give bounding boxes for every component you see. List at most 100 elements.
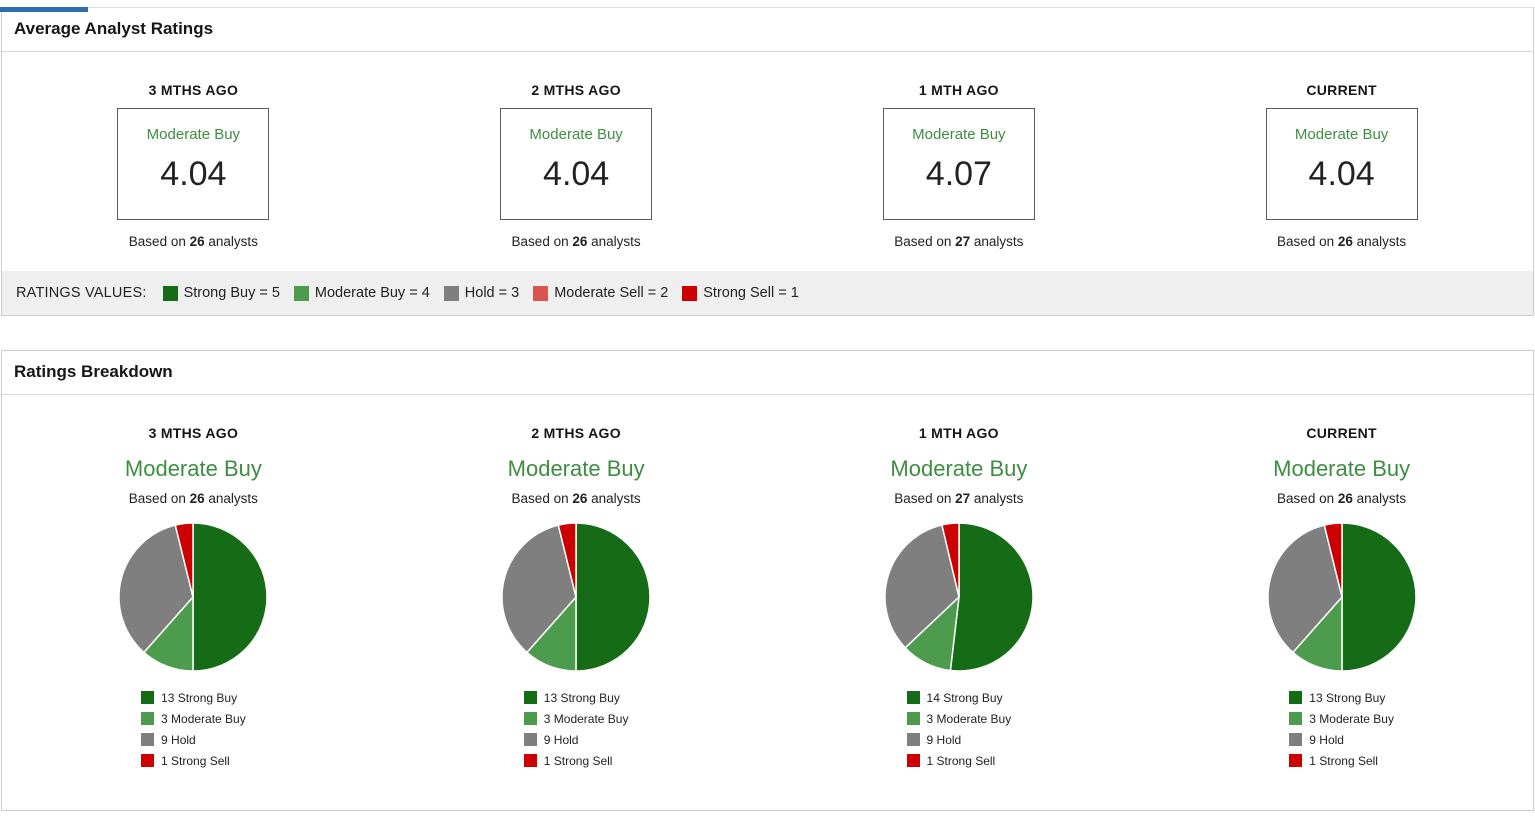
note-suffix: analysts — [208, 234, 258, 249]
analyst-count-note: Based on 27 analysts — [768, 234, 1151, 249]
ratings-pie-chart — [1266, 521, 1418, 673]
breakdown-column-3-mths-ago: 3 MTHS AGO Moderate Buy Based on 26 anal… — [2, 425, 385, 772]
rating-value: 4.04 — [160, 155, 227, 193]
pie-legend-label: 9 Hold — [161, 732, 196, 747]
note-prefix: Based on — [511, 491, 569, 506]
strong-sell-swatch — [682, 285, 698, 301]
analyst-count-note: Based on 26 analysts — [1150, 491, 1533, 506]
note-prefix: Based on — [1277, 234, 1335, 249]
note-prefix: Based on — [511, 234, 569, 249]
pie-legend: 13 Strong Buy 3 Moderate Buy 9 Hold 1 St… — [141, 687, 246, 771]
ratings-values-legend: RATINGS VALUES: Strong Buy = 5 Moderate … — [2, 271, 1533, 315]
pie-legend-row: 1 Strong Sell — [523, 750, 629, 771]
pie-legend-label: 9 Hold — [543, 732, 579, 747]
consensus-rating: Moderate Buy — [507, 456, 645, 481]
pie-legend-row: 3 Moderate Buy — [1289, 708, 1394, 729]
average-analyst-ratings-panel: Average Analyst Ratings 3 MTHS AGO Moder… — [1, 7, 1534, 316]
note-suffix: analysts — [1356, 234, 1407, 249]
period-label: CURRENT — [1306, 425, 1377, 441]
active-tab-accent-bar — [0, 7, 88, 12]
legend-item-label: Moderate Buy = 4 — [314, 285, 430, 301]
strong-sell-swatch — [523, 754, 537, 767]
ratings-pie-chart — [883, 521, 1035, 673]
rating-value: 4.04 — [1308, 155, 1375, 193]
ratings-values-label: RATINGS VALUES: — [16, 285, 147, 301]
legend-item-hold: Hold = 3 — [443, 285, 519, 301]
rating-box: Moderate Buy 4.04 — [500, 108, 653, 220]
analyst-count: 26 — [572, 491, 588, 506]
moderate-sell-swatch — [533, 285, 549, 301]
moderate-buy-swatch — [906, 712, 920, 725]
legend-item-label: Strong Buy = 5 — [183, 285, 280, 301]
pie-legend-label: 13 Strong Buy — [1309, 690, 1386, 705]
pie-legend-label: 3 Moderate Buy — [161, 711, 246, 726]
pie-legend-row: 9 Hold — [523, 729, 629, 750]
pie-legend: 13 Strong Buy 3 Moderate Buy 9 Hold 1 St… — [1289, 687, 1394, 771]
note-suffix: analysts — [591, 491, 641, 506]
pie-legend-row: 3 Moderate Buy — [906, 708, 1011, 729]
moderate-buy-swatch — [1289, 712, 1303, 725]
pie-legend-label: 13 Strong Buy — [161, 690, 238, 705]
pie-legend-row: 13 Strong Buy — [1289, 687, 1394, 708]
analyst-count: 27 — [955, 234, 971, 249]
pie-legend-row: 14 Strong Buy — [906, 687, 1012, 708]
period-label: 3 MTHS AGO — [148, 425, 239, 441]
note-suffix: analysts — [591, 234, 641, 249]
legend-item-label: Moderate Sell = 2 — [554, 285, 669, 301]
period-label: 2 MTHS AGO — [531, 425, 621, 441]
legend-item-moderate-buy: Moderate Buy = 4 — [293, 285, 430, 301]
period-label: 1 MTH AGO — [918, 425, 999, 441]
period-label: CURRENT — [1306, 82, 1377, 98]
pie-legend-label: 1 Strong Sell — [543, 753, 613, 768]
strong-sell-swatch — [906, 754, 920, 767]
strong-buy-swatch — [906, 691, 920, 704]
consensus-rating: Moderate Buy — [124, 456, 262, 481]
rating-box: Moderate Buy 4.04 — [117, 108, 270, 220]
moderate-buy-swatch — [141, 712, 155, 725]
pie-legend-row: 3 Moderate Buy — [523, 708, 628, 729]
period-column-2-mths-ago: 2 MTHS AGO Moderate Buy 4.04 Based on 26… — [385, 82, 768, 249]
consensus-rating: Moderate Buy — [912, 126, 1006, 143]
strong-sell-swatch — [141, 754, 155, 767]
pie-legend-row: 1 Strong Sell — [1289, 750, 1394, 771]
breakdown-column-2-mths-ago: 2 MTHS AGO Moderate Buy Based on 26 anal… — [385, 425, 768, 772]
rating-box: Moderate Buy 4.07 — [882, 108, 1035, 220]
pie-legend-label: 1 Strong Sell — [161, 753, 230, 768]
period-column-current: CURRENT Moderate Buy 4.04 Based on 26 an… — [1150, 82, 1533, 249]
pie-legend-label: 13 Strong Buy — [543, 690, 620, 705]
rating-value: 4.07 — [925, 155, 992, 193]
consensus-rating: Moderate Buy — [890, 456, 1028, 481]
legend-item-label: Strong Sell = 1 — [703, 285, 799, 301]
moderate-buy-swatch — [293, 285, 309, 301]
pie-legend-row: 1 Strong Sell — [141, 750, 246, 771]
note-suffix: analysts — [208, 491, 258, 506]
ratings-breakdown-panel: Ratings Breakdown 3 MTHS AGO Moderate Bu… — [1, 350, 1534, 811]
strong-sell-swatch — [1289, 754, 1303, 767]
pie-legend-label: 9 Hold — [926, 732, 962, 747]
analyst-count-note: Based on 26 analysts — [1150, 234, 1533, 249]
panel-title: Ratings Breakdown — [2, 351, 1533, 395]
pie-legend-row: 13 Strong Buy — [141, 687, 246, 708]
breakdown-columns: 3 MTHS AGO Moderate Buy Based on 26 anal… — [2, 395, 1533, 810]
hold-swatch — [443, 285, 459, 301]
pie-legend-row: 9 Hold — [1289, 729, 1394, 750]
rating-value: 4.04 — [543, 155, 610, 193]
analyst-count: 26 — [189, 234, 205, 249]
analyst-count: 26 — [1337, 234, 1353, 249]
note-prefix: Based on — [894, 491, 952, 506]
pie-legend-label: 3 Moderate Buy — [1309, 711, 1394, 726]
ratings-pie-chart — [500, 521, 652, 673]
pie-legend-row: 1 Strong Sell — [906, 750, 1012, 771]
hold-swatch — [523, 733, 537, 746]
breakdown-column-current: CURRENT Moderate Buy Based on 26 analyst… — [1150, 425, 1533, 772]
strong-buy-swatch — [162, 285, 178, 301]
pie-legend-row: 3 Moderate Buy — [141, 708, 246, 729]
period-label: 2 MTHS AGO — [531, 82, 621, 98]
consensus-rating: Moderate Buy — [529, 126, 623, 143]
pie-legend-label: 14 Strong Buy — [926, 690, 1003, 705]
analyst-count: 26 — [572, 234, 588, 249]
consensus-rating: Moderate Buy — [1294, 126, 1389, 143]
analyst-count: 27 — [955, 491, 971, 506]
period-label: 3 MTHS AGO — [148, 82, 239, 98]
pie-legend-label: 1 Strong Sell — [926, 753, 996, 768]
